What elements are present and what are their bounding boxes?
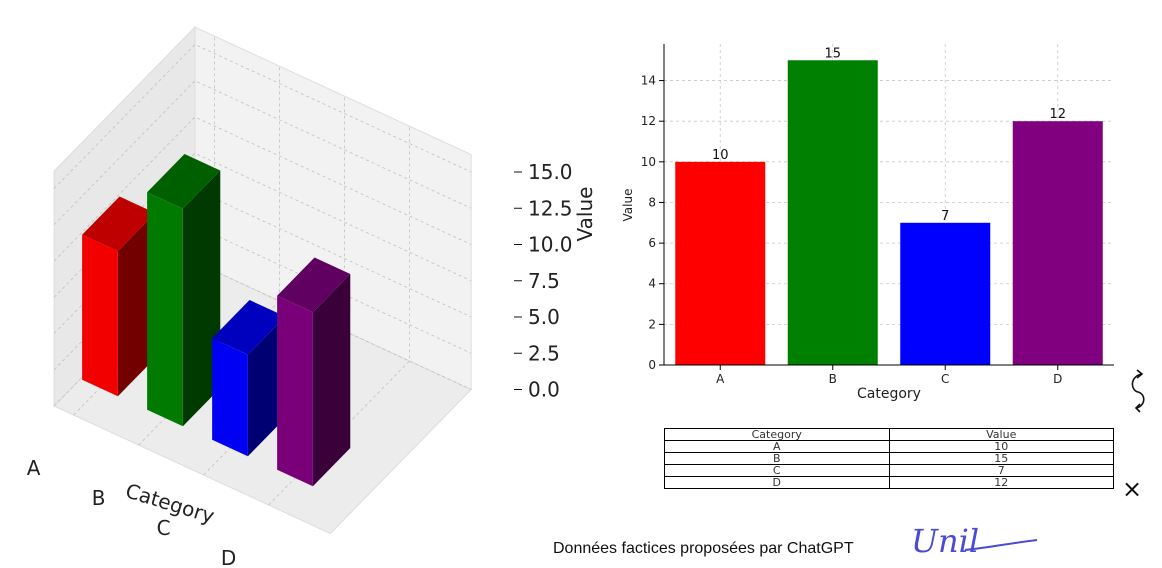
table-cell: C <box>664 464 890 477</box>
chart2d-bar <box>787 60 878 365</box>
table-cell: A <box>664 440 890 453</box>
chart2d-xlabel: Category <box>857 386 921 402</box>
data-table: Category Value A 10 B 15 C 7 D 12 <box>664 428 1114 489</box>
chart3d-ztick-label: 10.0 <box>528 233 573 257</box>
table-row: C 7 <box>664 464 1114 477</box>
chart3d-ztick-label: 5.0 <box>528 305 560 329</box>
chart2d-axes: 0 2 4 6 8 10 12 14 A B C D <box>641 44 1114 386</box>
chart2d-bar <box>900 222 991 365</box>
table-cell: 10 <box>888 440 1114 453</box>
chart2d-ylabel: Value <box>621 189 635 222</box>
table-cell: D <box>664 476 890 489</box>
chart2d-data-label: 7 <box>941 209 949 224</box>
chart3d-bar-top <box>212 300 286 355</box>
chart2d-bars: 10 15 7 12 <box>675 46 1103 365</box>
table-cell: 7 <box>888 464 1114 477</box>
chart3d-ztick-label: 0.0 <box>528 378 560 402</box>
chart3d-xtick-label: D <box>221 546 236 568</box>
chart2d-ytick-label: 6 <box>648 236 656 250</box>
close-icon[interactable]: × <box>1122 475 1143 503</box>
chart3d-xtick-label: B <box>92 486 106 510</box>
table-cell: B <box>664 452 890 465</box>
table-header-category: Category <box>664 428 890 441</box>
table-row: B 15 <box>664 452 1114 465</box>
chart2d-ytick-label: 14 <box>641 74 656 88</box>
chart3d-bar-top <box>147 154 221 209</box>
table-header-row: Category Value <box>664 428 1114 441</box>
chart3d-ztick-label: 7.5 <box>528 269 560 293</box>
chart3d-ztick-label: 12.5 <box>528 196 573 220</box>
chart3d-bar-front <box>277 295 313 487</box>
chart2d-ytick-label: 2 <box>648 317 656 331</box>
chart2d-ytick-label: 8 <box>648 195 656 209</box>
bar-chart-2d: 10 15 7 12 0 2 4 6 8 10 12 14 A B C D Category Value <box>621 44 1114 402</box>
chart2d-bar <box>1012 121 1103 365</box>
chart3d-bars <box>82 154 351 487</box>
chart3d-ztick-label: 15.0 <box>528 160 573 184</box>
chart3d-gridline-z <box>53 116 472 262</box>
chart3d-bar-front <box>82 234 118 397</box>
svg-text:Unil: Unil <box>911 522 979 560</box>
chart3d-bar-top <box>277 257 351 313</box>
chart3d-ztick-label: 2.5 <box>528 341 560 365</box>
chart3d-xtick-label: A <box>27 456 41 480</box>
chart3d-bar-side <box>117 213 156 397</box>
chart3d-bar-side <box>247 316 286 457</box>
chart3d-xtick-label: C <box>157 516 171 540</box>
chart2d-xtick-label: D <box>1053 372 1062 386</box>
chart3d-bar-front <box>147 192 183 427</box>
chart3d-bar-top <box>82 196 156 252</box>
table-row: A 10 <box>664 440 1114 453</box>
chart3d-bar-side <box>182 170 221 427</box>
chart2d-xtick-label: B <box>829 372 837 386</box>
chart2d-ytick-label: 12 <box>641 114 656 128</box>
chart2d-xtick-label: A <box>716 372 725 386</box>
chart3d-axes: 0.0 2.5 5.0 7.5 10.0 12.5 15.0 A B C D <box>27 160 573 568</box>
table-row: D 12 <box>664 476 1114 489</box>
chart2d-data-label: 15 <box>824 46 841 61</box>
chart2d-data-label: 10 <box>712 148 729 163</box>
table-cell: 12 <box>888 476 1114 489</box>
chart2d-ytick-label: 0 <box>648 358 656 372</box>
table-cell: 15 <box>888 452 1114 465</box>
chart3d-bar-side <box>312 274 351 487</box>
chart2d-ytick-label: 10 <box>641 155 656 169</box>
chart2d-data-label: 12 <box>1049 107 1066 122</box>
chart3d-zlabel: Value <box>573 187 597 242</box>
chart3d-bar-front <box>212 338 248 457</box>
chart3d-gridline-z <box>53 80 472 226</box>
chart2d-ytick-label: 4 <box>648 277 656 291</box>
footer-note: Données factices proposées par ChatGPT <box>553 540 854 557</box>
table-header-value: Value <box>888 428 1114 441</box>
chart2d-xtick-label: C <box>941 372 949 386</box>
chart2d-bar <box>675 161 766 365</box>
unil-logo: Unil <box>911 522 1038 560</box>
chart3d-gridline-z <box>53 44 472 189</box>
rotate-arrows-icon[interactable] <box>1126 368 1152 414</box>
